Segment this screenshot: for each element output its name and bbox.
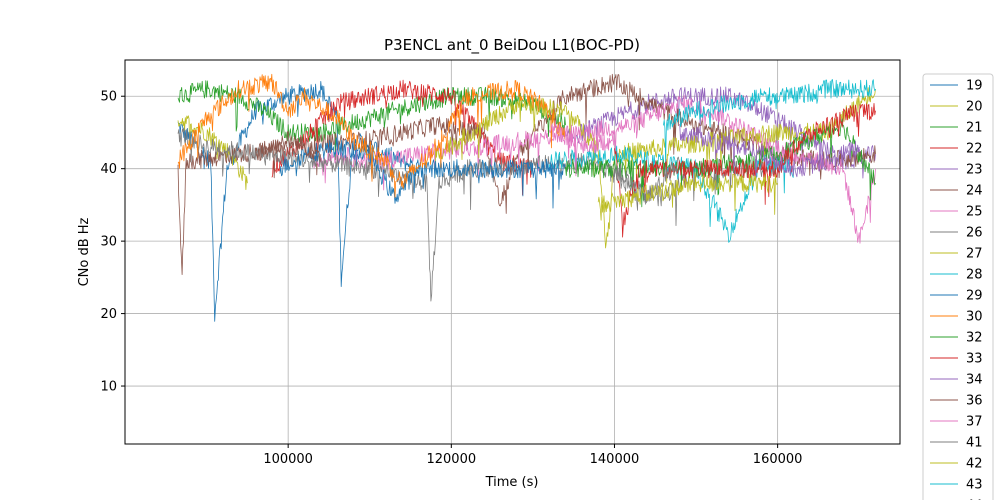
series-line-27	[434, 87, 876, 249]
x-tick-label: 100000	[263, 452, 313, 467]
series-line-26	[177, 127, 778, 302]
chart-title: P3ENCL ant_0 BeiDou L1(BOC-PD)	[384, 36, 640, 55]
x-axis-label: Time (s)	[485, 475, 539, 490]
legend-label-43: 43	[966, 478, 983, 493]
y-tick-label: 10	[100, 380, 117, 395]
y-tick-label: 20	[100, 307, 117, 322]
series-line-29	[279, 137, 566, 209]
legend-label-34: 34	[966, 373, 983, 388]
legend-label-32: 32	[966, 331, 983, 346]
legend-label-27: 27	[966, 247, 983, 262]
x-tick-label: 120000	[426, 452, 476, 467]
y-axis-label: CNo dB Hz	[77, 217, 92, 286]
legend-label-26: 26	[966, 226, 983, 241]
series-line-37	[548, 120, 615, 177]
legend-box	[922, 73, 994, 500]
series-line-30	[177, 73, 566, 198]
series-line-42	[597, 173, 778, 221]
legend-label-36: 36	[966, 394, 983, 409]
series-line-36	[255, 131, 322, 162]
series-line-23	[565, 86, 876, 179]
plot-frame	[124, 59, 901, 445]
y-tick-label: 30	[100, 235, 117, 250]
legend-label-30: 30	[966, 310, 983, 325]
legend-label-29: 29	[966, 289, 983, 304]
legend-label-37: 37	[966, 415, 983, 430]
legend-label-21: 21	[966, 121, 983, 136]
series-line-22	[271, 79, 534, 196]
legend-label-33: 33	[966, 352, 983, 367]
legend-label-25: 25	[966, 205, 983, 220]
legend-label-41: 41	[966, 436, 983, 451]
legend-label-20: 20	[966, 100, 983, 115]
series-line-28	[548, 145, 795, 243]
x-tick-label: 160000	[753, 452, 803, 467]
series-line-43	[663, 79, 876, 162]
x-tick-label: 140000	[590, 452, 640, 467]
legend-label-19: 19	[966, 79, 983, 94]
ticks: 100000 120000 140000 160000 10 20 30 40 50	[100, 90, 802, 467]
legend-label-42: 42	[966, 457, 983, 472]
series-line-33	[614, 103, 876, 238]
legend-label-44: 44	[966, 499, 983, 500]
legend-label-22: 22	[966, 142, 983, 157]
legend-label-24: 24	[966, 184, 983, 199]
series-layer	[177, 73, 876, 322]
series-line-34	[679, 123, 860, 180]
legend: 19 20 21 22 23 24 25 26 27 28 29 30 32 33 34 36 37 41 42 43…	[922, 73, 994, 500]
legend-label-28: 28	[966, 268, 983, 283]
legend-label-23: 23	[966, 163, 983, 178]
y-tick-label: 40	[100, 162, 117, 177]
y-tick-label: 50	[100, 90, 117, 105]
